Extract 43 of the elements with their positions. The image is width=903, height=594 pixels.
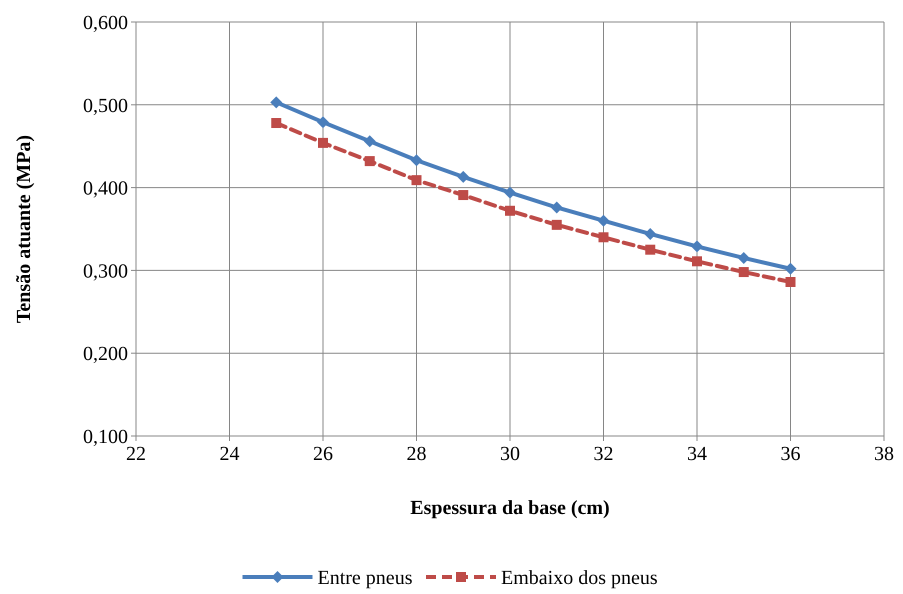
x-tick-label: 34 — [687, 443, 707, 465]
y-tick-label: 0,300 — [83, 260, 128, 282]
point — [271, 118, 282, 128]
y-tick-label: 0,500 — [83, 94, 128, 117]
point — [505, 206, 515, 216]
point — [738, 252, 750, 264]
point — [692, 256, 702, 266]
x-axis-title: Espessura da base (cm) — [410, 497, 610, 519]
point — [598, 232, 608, 242]
point — [738, 267, 749, 278]
point — [598, 214, 610, 227]
point — [270, 96, 282, 108]
x-tick-label: 38 — [874, 443, 894, 465]
point — [318, 138, 328, 148]
x-tick-label: 28 — [406, 443, 426, 465]
legend-label: Entre pneus — [318, 567, 413, 589]
point — [364, 135, 376, 148]
point — [412, 175, 422, 186]
y-axis-title: Tensão atuante (MPa) — [13, 134, 35, 324]
point — [458, 190, 468, 200]
x-tick-label: 22 — [126, 443, 146, 465]
point — [410, 154, 422, 166]
x-tick-label: 26 — [313, 443, 333, 465]
point — [786, 276, 796, 287]
y-tick-label: 0,400 — [83, 178, 128, 200]
point — [457, 170, 470, 183]
x-tick-label: 30 — [500, 443, 520, 465]
point — [364, 156, 375, 166]
point — [552, 220, 562, 230]
point — [645, 244, 656, 255]
point — [784, 262, 796, 275]
x-tick-label: 36 — [780, 443, 800, 465]
point — [504, 186, 516, 199]
y-tick-label: 0,100 — [83, 426, 128, 448]
point — [550, 201, 563, 214]
y-tick-label: 0,600 — [83, 12, 128, 34]
x-tick-label: 24 — [220, 443, 240, 465]
y-tick-label: 0,200 — [83, 343, 128, 366]
point — [644, 228, 656, 240]
point — [691, 240, 703, 252]
x-tick-label: 32 — [594, 443, 614, 465]
point — [317, 116, 329, 128]
legend-label: Embaixo dos pneus — [501, 567, 658, 589]
